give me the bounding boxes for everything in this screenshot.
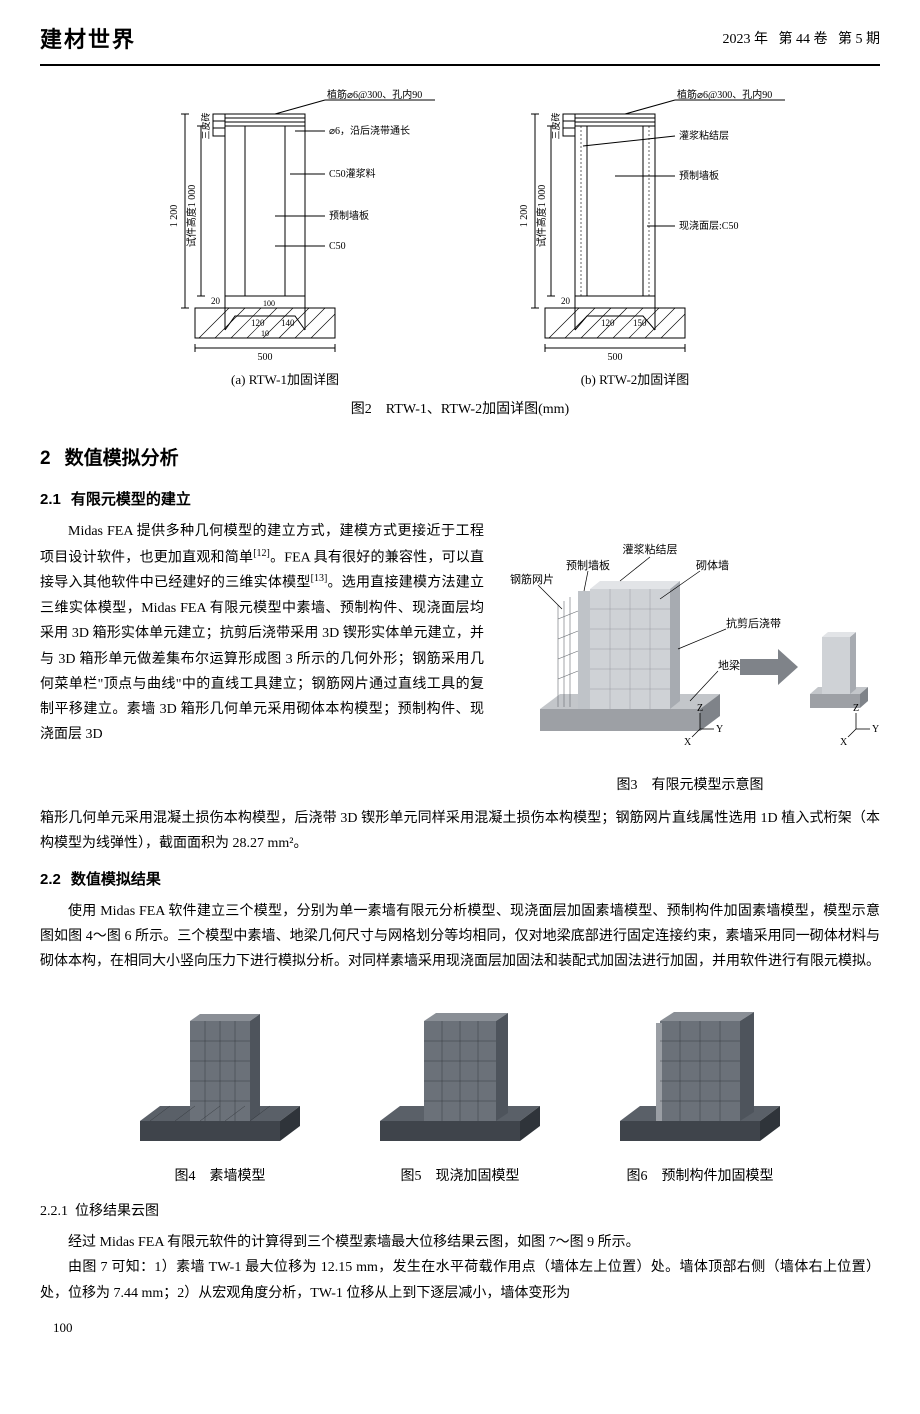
fig4: 图4 素墙模型 — [120, 991, 320, 1189]
year: 2023 年 — [723, 32, 769, 47]
issue-info: 2023 年 第 44 卷 第 5 期 — [723, 27, 881, 52]
fig6-caption: 图6 预制构件加固模型 — [600, 1164, 800, 1189]
dim-500: 500 — [258, 352, 273, 363]
note-a1: ⌀6，沿后浇带通长 — [329, 124, 410, 137]
lbl-masonry: 砌体墙 — [696, 558, 729, 572]
dim-20b: 20 — [561, 296, 571, 306]
section-title: 数值模拟分析 — [65, 448, 179, 469]
issue: 第 5 期 — [838, 32, 880, 47]
page-header: 建材世界 2023 年 第 44 卷 第 5 期 — [40, 20, 880, 66]
page-number: 100 — [40, 1316, 880, 1339]
axis-x1: X — [684, 737, 692, 748]
axis-x2: X — [840, 737, 848, 748]
note-b1: 预制墙板 — [679, 169, 719, 182]
two-column-block: Midas FEA 提供多种几何模型的建立方式，建模方式更接近于工程项目设计软件… — [40, 519, 880, 797]
axis-y1: Y — [716, 724, 723, 735]
sub22-num: 2.2 — [40, 871, 61, 888]
ref-12: [12] — [253, 548, 270, 559]
dim-120a: 120 — [251, 318, 265, 328]
fig3-diagram: 灌浆粘结层 预制墙板 砌体墙 钢筋网片 抗剪后浇带 地梁 Z — [500, 519, 880, 759]
lbl-precast: 预制墙板 — [566, 558, 610, 572]
lbl-grout: 灌浆粘结层 — [623, 542, 678, 556]
volume: 第 44 卷 — [779, 32, 828, 47]
note-a2: C50灌浆料 — [329, 167, 376, 180]
fig2a-caption: (a) RTW-1加固详图 — [125, 368, 445, 391]
subsubsection-2-2-1: 2.2.1 位移结果云图 — [40, 1199, 880, 1224]
fig4-svg — [120, 991, 320, 1151]
sub-num: 2.1 — [40, 491, 61, 508]
subsection-2-2: 2.2 数值模拟结果 — [40, 866, 880, 893]
journal-name: 建材世界 — [40, 20, 136, 60]
fig5: 图5 现浇加固模型 — [360, 991, 560, 1189]
brick-label: 三皮砖 — [200, 112, 211, 139]
section-2-heading: 2 数值模拟分析 — [40, 442, 880, 476]
p-21-d: 箱形几何单元采用混凝土损伤本构模型，后浇带 3D 锲形单元同样采用混凝土损伤本构… — [40, 806, 880, 856]
subsub-title: 位移结果云图 — [75, 1204, 159, 1219]
p-22: 使用 Midas FEA 软件建立三个模型，分别为单一素墙有限元分析模型、现浇面… — [40, 899, 880, 975]
axis-z2: Z — [853, 703, 859, 714]
sub-title: 有限元模型的建立 — [71, 491, 191, 508]
rtw1-drawing: 1 200 试件高度1 000 三皮砖 20 500 12 — [125, 86, 445, 366]
fig5-svg — [360, 991, 560, 1151]
lbl-shear: 抗剪后浇带 — [726, 616, 781, 630]
p-221b: 由图 7 可知：1）素墙 TW-1 最大位移为 12.15 mm，发生在水平荷载… — [40, 1255, 880, 1305]
fig3-caption: 图3 有限元模型示意图 — [500, 773, 880, 798]
subsection-2-1: 2.1 有限元模型的建立 — [40, 486, 880, 513]
dim-100: 100 — [263, 299, 275, 308]
brick-label-b: 三皮砖 — [550, 112, 561, 139]
lbl-mesh: 钢筋网片 — [510, 572, 554, 586]
p-221a: 经过 Midas FEA 有限元软件的计算得到三个模型素墙最大位移结果云图，如图… — [40, 1230, 880, 1255]
fig5-caption: 图5 现浇加固模型 — [360, 1164, 560, 1189]
fig4-caption: 图4 素墙模型 — [120, 1164, 320, 1189]
note-a3: 预制墙板 — [329, 209, 369, 222]
fig2b-caption: (b) RTW-2加固详图 — [475, 368, 795, 391]
note-top: 植筋⌀6@300、孔内90 — [327, 88, 422, 101]
p-21: Midas FEA 提供多种几何模型的建立方式，建模方式更接近于工程项目设计软件… — [40, 519, 484, 747]
dim-1200b: 1 200 — [519, 204, 530, 227]
note-a4: C50 — [329, 241, 346, 252]
subsub-num: 2.2.1 — [40, 1204, 68, 1219]
p21-c: 。选用直接建模方法建立三维实体模型，Midas FEA 有限元模型中素墙、预制构… — [40, 576, 484, 742]
rtw2-drawing: 1 200 试件高度1 000 三皮砖 20 500 120 150 — [475, 86, 795, 366]
note-b3: 灌浆粘结层 — [679, 129, 729, 142]
lbl-beam: 地梁 — [718, 658, 740, 672]
fig2-caption: 图2 RTW-1、RTW-2加固详图(mm) — [40, 397, 880, 422]
model-row: 图4 素墙模型 图5 现浇加固模型 — [40, 991, 880, 1189]
dim-10: 10 — [261, 329, 269, 338]
dim-140: 140 — [281, 318, 295, 328]
dim-20: 20 — [211, 296, 221, 306]
dim-specimen-hb: 试件高度1 000 — [535, 184, 548, 247]
section-num: 2 — [40, 448, 51, 469]
dim-specimen-h: 试件高度1 000 — [185, 184, 198, 247]
sub22-title: 数值模拟结果 — [71, 871, 161, 888]
figure-2-row: 1 200 试件高度1 000 三皮砖 20 500 12 — [40, 86, 880, 391]
note-b2: 现浇面层:C50 — [679, 219, 738, 232]
figure-2b: 1 200 试件高度1 000 三皮砖 20 500 120 150 — [475, 86, 795, 391]
dim-120b: 120 — [601, 318, 615, 328]
ref-13: [13] — [311, 573, 328, 584]
dim-500b: 500 — [608, 352, 623, 363]
axis-y2: Y — [872, 724, 879, 735]
dim-150: 150 — [633, 318, 647, 328]
axis-z1: Z — [697, 703, 703, 714]
figure-2a: 1 200 试件高度1 000 三皮砖 20 500 12 — [125, 86, 445, 391]
fig6-svg — [600, 991, 800, 1151]
fig6: 图6 预制构件加固模型 — [600, 991, 800, 1189]
note-top-b: 植筋⌀6@300、孔内90 — [677, 88, 772, 101]
dim-1200: 1 200 — [169, 204, 180, 227]
